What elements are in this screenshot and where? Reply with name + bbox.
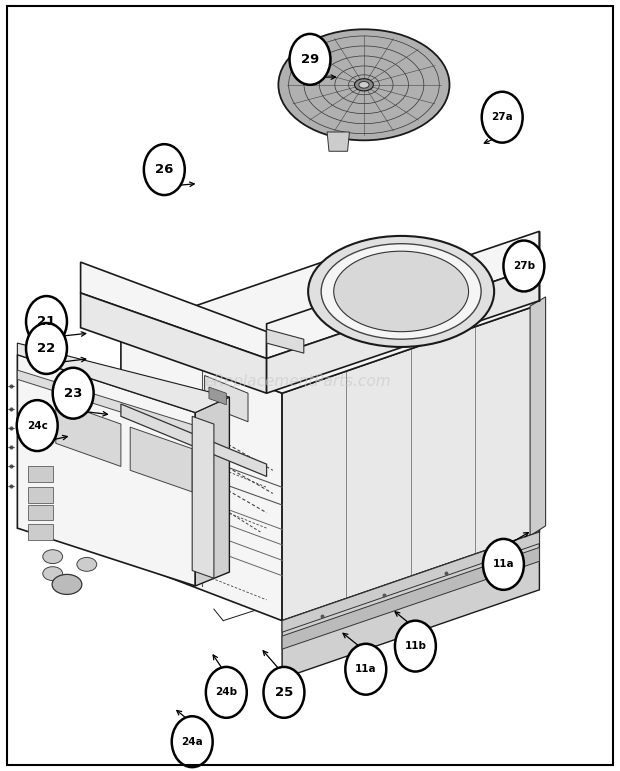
Ellipse shape — [278, 29, 450, 140]
Circle shape — [503, 241, 544, 291]
Polygon shape — [17, 370, 195, 436]
Polygon shape — [327, 132, 350, 151]
Circle shape — [26, 296, 67, 347]
Polygon shape — [28, 466, 53, 482]
Polygon shape — [282, 305, 539, 621]
Text: 24c: 24c — [27, 421, 48, 430]
Circle shape — [264, 667, 304, 718]
Polygon shape — [195, 397, 229, 586]
Polygon shape — [530, 297, 546, 536]
Polygon shape — [17, 343, 229, 412]
Text: 11a: 11a — [493, 560, 514, 569]
Circle shape — [53, 368, 94, 419]
Circle shape — [172, 716, 213, 767]
Ellipse shape — [77, 557, 97, 571]
Polygon shape — [192, 416, 214, 578]
Text: 23: 23 — [64, 387, 82, 399]
Polygon shape — [267, 329, 304, 353]
Polygon shape — [17, 355, 195, 586]
Polygon shape — [121, 332, 282, 621]
Ellipse shape — [355, 79, 373, 91]
Circle shape — [290, 34, 330, 85]
Polygon shape — [121, 243, 539, 393]
Text: eReplacementParts.com: eReplacementParts.com — [204, 374, 391, 389]
Text: 29: 29 — [301, 53, 319, 66]
Circle shape — [345, 644, 386, 695]
Text: 26: 26 — [155, 163, 174, 176]
Polygon shape — [121, 404, 267, 476]
Text: 22: 22 — [37, 342, 56, 355]
Ellipse shape — [43, 550, 63, 564]
Ellipse shape — [321, 244, 481, 339]
Polygon shape — [28, 487, 53, 503]
Ellipse shape — [43, 567, 63, 581]
Circle shape — [206, 667, 247, 718]
Polygon shape — [209, 387, 226, 405]
Polygon shape — [56, 401, 121, 466]
Circle shape — [395, 621, 436, 672]
Polygon shape — [28, 505, 53, 520]
Polygon shape — [81, 262, 267, 359]
Polygon shape — [205, 375, 248, 422]
Text: 24b: 24b — [215, 688, 237, 697]
Text: 25: 25 — [275, 686, 293, 699]
Circle shape — [17, 400, 58, 451]
Polygon shape — [81, 293, 267, 393]
Polygon shape — [267, 266, 539, 393]
Polygon shape — [267, 231, 539, 359]
Circle shape — [144, 144, 185, 195]
Text: 11a: 11a — [355, 665, 376, 674]
Text: 27b: 27b — [513, 261, 535, 271]
Text: 24a: 24a — [181, 737, 203, 746]
Circle shape — [26, 323, 67, 374]
Text: 27a: 27a — [491, 113, 513, 122]
Polygon shape — [282, 532, 539, 678]
Ellipse shape — [334, 251, 469, 332]
Circle shape — [482, 92, 523, 143]
Circle shape — [483, 539, 524, 590]
Polygon shape — [282, 532, 539, 632]
Polygon shape — [130, 427, 192, 492]
Polygon shape — [28, 524, 53, 540]
Text: 21: 21 — [37, 315, 56, 328]
Ellipse shape — [359, 82, 369, 88]
Polygon shape — [282, 547, 539, 649]
Text: 11b: 11b — [404, 641, 427, 651]
Ellipse shape — [308, 236, 494, 347]
Ellipse shape — [52, 574, 82, 594]
